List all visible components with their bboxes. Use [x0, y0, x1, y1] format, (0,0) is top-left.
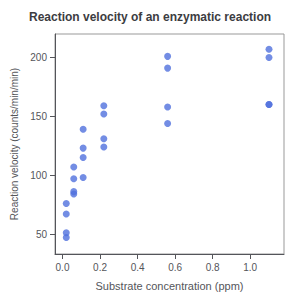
svg-text:Reaction velocity of an enzyma: Reaction velocity of an enzymatic reacti… — [29, 10, 271, 24]
svg-text:200: 200 — [30, 52, 47, 63]
svg-text:150: 150 — [30, 111, 47, 122]
svg-text:50: 50 — [36, 229, 48, 240]
svg-text:0.0: 0.0 — [56, 262, 70, 273]
svg-text:Reaction velocity (counts/min/: Reaction velocity (counts/min/min) — [9, 68, 20, 220]
svg-text:100: 100 — [30, 170, 47, 181]
svg-text:0.2: 0.2 — [93, 262, 107, 273]
svg-text:0.4: 0.4 — [131, 262, 145, 273]
svg-text:0.8: 0.8 — [206, 262, 220, 273]
svg-text:Substrate concentration (ppm): Substrate concentration (ppm) — [96, 280, 244, 292]
svg-text:0.6: 0.6 — [168, 262, 182, 273]
svg-text:1.0: 1.0 — [243, 262, 257, 273]
